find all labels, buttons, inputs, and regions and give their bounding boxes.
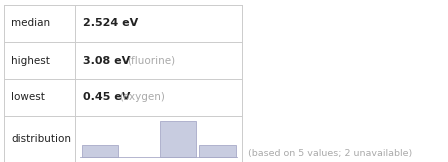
Bar: [199, 145, 236, 157]
Text: (based on 5 values; 2 unavailable): (based on 5 values; 2 unavailable): [248, 149, 412, 158]
Text: 2.524 eV: 2.524 eV: [83, 18, 138, 29]
Text: highest: highest: [11, 56, 50, 65]
Text: distribution: distribution: [11, 134, 71, 144]
Text: 0.45 eV: 0.45 eV: [83, 93, 130, 103]
Text: (fluorine): (fluorine): [127, 56, 175, 65]
Text: (oxygen): (oxygen): [119, 93, 165, 103]
Text: lowest: lowest: [11, 93, 45, 103]
Bar: [160, 121, 196, 157]
Text: median: median: [11, 18, 50, 29]
Bar: [82, 145, 118, 157]
Text: 3.08 eV: 3.08 eV: [83, 56, 130, 65]
